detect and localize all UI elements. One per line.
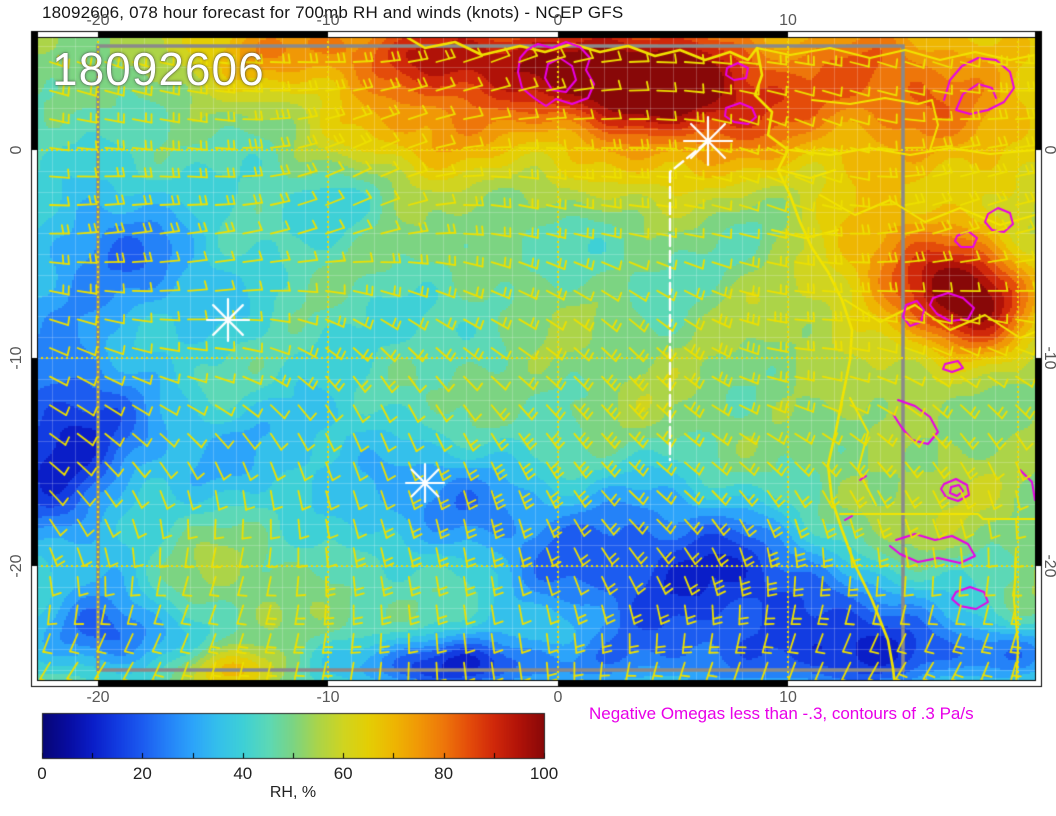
y-axis-tick-label: -20 — [8, 554, 25, 578]
colorbar-axis-label: RH, % — [269, 784, 317, 801]
y-axis-tick-label: 0 — [8, 145, 25, 155]
y-axis-tick-label: -10 — [8, 346, 25, 370]
x-axis-tick-label: -10 — [316, 12, 340, 29]
y-axis-tick-label: -10 — [1041, 346, 1056, 370]
x-axis-tick-label: 10 — [779, 689, 797, 706]
omega-caption: Negative Omegas less than -.3, contours … — [589, 704, 974, 723]
colorbar-tick-label: 60 — [333, 764, 353, 783]
y-axis-tick-label: 0 — [1032, 137, 1056, 163]
colorbar-tick-label: 0 — [37, 764, 47, 783]
run-id-label: 18092606 — [52, 43, 265, 95]
x-axis-tick-label: 10 — [779, 12, 797, 29]
colorbar-tick-label: 100 — [529, 764, 559, 783]
x-axis-tick-label: 0 — [553, 12, 563, 29]
page-title: 18092606, 078 hour forecast for 700mb RH… — [42, 3, 624, 22]
colorbar-tick-label: 40 — [233, 764, 253, 783]
x-axis-tick-label: -10 — [316, 689, 340, 706]
x-axis-tick-label: -20 — [86, 689, 110, 706]
x-axis-tick-label: 0 — [553, 689, 563, 706]
y-axis-tick-label: -20 — [1041, 554, 1056, 578]
x-axis-tick-label: -20 — [86, 12, 110, 29]
colorbar-tick-label: 80 — [434, 764, 454, 783]
colorbar-tick-label: 20 — [132, 764, 152, 783]
